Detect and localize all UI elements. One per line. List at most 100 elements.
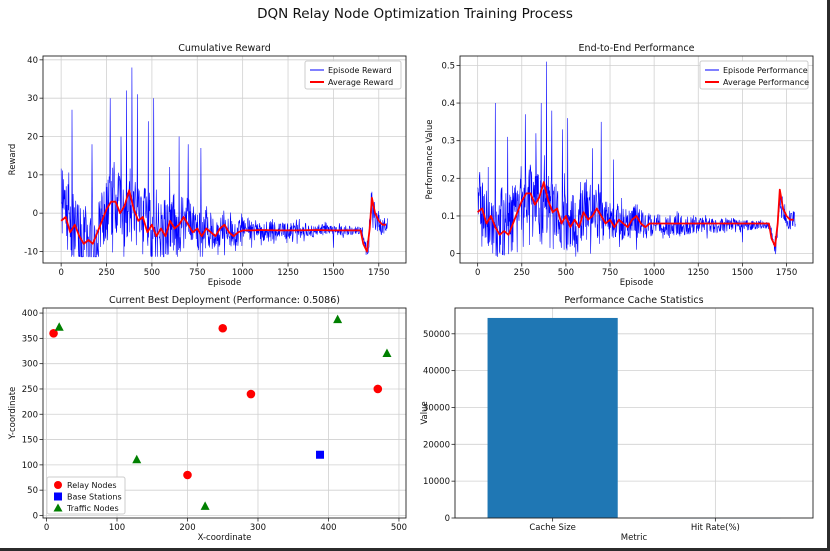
chart-2: 0 100 200 300 400 500 0 50 100 150 200 250 300 350 400… [8, 295, 407, 543]
x-tick-label: 1500 [732, 268, 754, 278]
chart-0: 0 250 500 750 1000 1250 1500 1750 -10 0 10 20 30 40 Cu… [8, 43, 407, 288]
series-line-average [60, 189, 386, 253]
legend-label: Relay Nodes [67, 481, 117, 490]
y-tick-label: 100 [22, 461, 38, 471]
legend-label: Base Stations [67, 493, 122, 502]
x-tick-label: 500 [391, 523, 407, 533]
relay-node-point [246, 389, 256, 399]
series-line-episode [477, 61, 796, 257]
y-tick-label: 250 [22, 385, 38, 395]
x-axis-label: X-coordinate [198, 533, 252, 543]
y-tick-label: 50 [27, 486, 38, 496]
x-tick-label: 750 [602, 268, 618, 278]
traffic-node-point [382, 348, 392, 358]
y-tick-label: 40 [27, 56, 38, 66]
y-tick-label: -10 [24, 248, 38, 258]
y-tick-label: 0.3 [441, 137, 455, 147]
y-tick-label: 0 [445, 514, 450, 524]
legend-label: Episode Performance [723, 66, 808, 75]
base-station-point [316, 450, 325, 459]
legend: Episode Performance Average Performance [699, 60, 809, 90]
legend-swatch-relay [54, 481, 62, 489]
x-tick-label: Cache Size [529, 523, 576, 533]
x-tick-label: 250 [98, 268, 114, 278]
chart-title: Performance Cache Statistics [564, 295, 703, 306]
x-tick-label: 1250 [277, 268, 299, 278]
chart-1: 0 250 500 750 1000 1250 1500 1750 0 0.1 0.2 0.3 0.4 0… [425, 43, 814, 288]
legend-label: Episode Reward [328, 66, 392, 75]
x-axis-label: Episode [620, 278, 653, 288]
bar [487, 317, 618, 518]
axes-frame [454, 307, 814, 519]
x-tick-label: 0 [475, 268, 480, 278]
y-tick-label: 0 [33, 511, 38, 521]
y-axis-label: Reward [8, 144, 18, 176]
y-tick-label: 0.5 [441, 61, 455, 71]
legend-label: Average Reward [328, 78, 393, 87]
y-tick-label: 50000 [423, 330, 450, 340]
chart-3: Cache Size Hit Rate(%) 0 10000 20000 30000 400… [420, 295, 814, 543]
y-tick-label: 10 [27, 171, 38, 181]
x-tick-label: 500 [144, 268, 160, 278]
x-tick-label: 0 [58, 268, 63, 278]
x-tick-label: 100 [109, 523, 125, 533]
series-line-average [477, 181, 794, 247]
x-axis-label: Episode [208, 278, 241, 288]
y-tick-label: 150 [22, 436, 38, 446]
x-tick-label: 1000 [232, 268, 254, 278]
y-tick-label: 40000 [423, 367, 450, 377]
x-tick-label: 1500 [323, 268, 345, 278]
relay-node-point [373, 384, 383, 394]
x-tick-label: 0 [44, 523, 49, 533]
series-line-episode [60, 67, 389, 258]
x-tick-label: 300 [250, 523, 266, 533]
legend-label: Average Performance [723, 78, 809, 87]
legend-box [304, 60, 402, 90]
x-tick-label: 1750 [368, 268, 390, 278]
x-tick-label: 1000 [643, 268, 665, 278]
relay-node-point [49, 329, 58, 338]
relay-node-point [183, 470, 192, 480]
y-tick-label: 300 [22, 360, 38, 370]
y-tick-label: 200 [22, 410, 38, 420]
x-tick-label: 400 [320, 523, 336, 533]
legend: Relay Nodes Base Stations Traffic Nodes [46, 476, 126, 515]
traffic-node-point [333, 314, 343, 324]
y-axis-label: Y-coordinate [8, 387, 18, 441]
axes-frame [459, 55, 814, 264]
x-tick-label: 500 [558, 268, 574, 278]
y-tick-label: 0.2 [441, 174, 455, 184]
y-axis-label: Performance Value [425, 120, 435, 200]
legend-swatch-traffic [53, 503, 63, 512]
y-tick-label: 0.4 [441, 99, 455, 109]
chart-title: End-to-End Performance [579, 43, 695, 54]
chart-title: Current Best Deployment (Performance: 0.… [109, 295, 340, 306]
y-tick-label: 20000 [423, 440, 450, 450]
legend-label: Traffic Nodes [66, 504, 119, 513]
y-tick-label: 350 [22, 334, 38, 344]
legend: Episode Reward Average Reward [304, 60, 402, 90]
y-tick-label: 30000 [423, 403, 450, 413]
relay-node-point [218, 323, 228, 333]
x-tick-label: 200 [179, 523, 195, 533]
figure-title: DQN Relay Node Optimization Training Pro… [257, 6, 573, 22]
y-axis-label: Value [420, 401, 430, 424]
traffic-node-point [132, 454, 142, 464]
x-tick-label: 250 [514, 268, 530, 278]
traffic-node-point [54, 322, 64, 331]
legend-box [699, 60, 809, 90]
y-tick-label: 10000 [423, 477, 450, 487]
x-tick-label: Hit Rate(%) [691, 523, 740, 533]
y-tick-label: 0 [33, 209, 38, 219]
x-tick-label: 750 [189, 268, 205, 278]
y-tick-label: 400 [22, 309, 38, 319]
y-tick-label: 0.1 [441, 212, 455, 222]
legend-box [46, 476, 126, 515]
legend-swatch-base [54, 492, 62, 501]
axes-frame [42, 55, 407, 264]
x-tick-label: 1250 [687, 268, 709, 278]
y-tick-label: 30 [27, 94, 38, 104]
axes-frame [42, 307, 407, 519]
